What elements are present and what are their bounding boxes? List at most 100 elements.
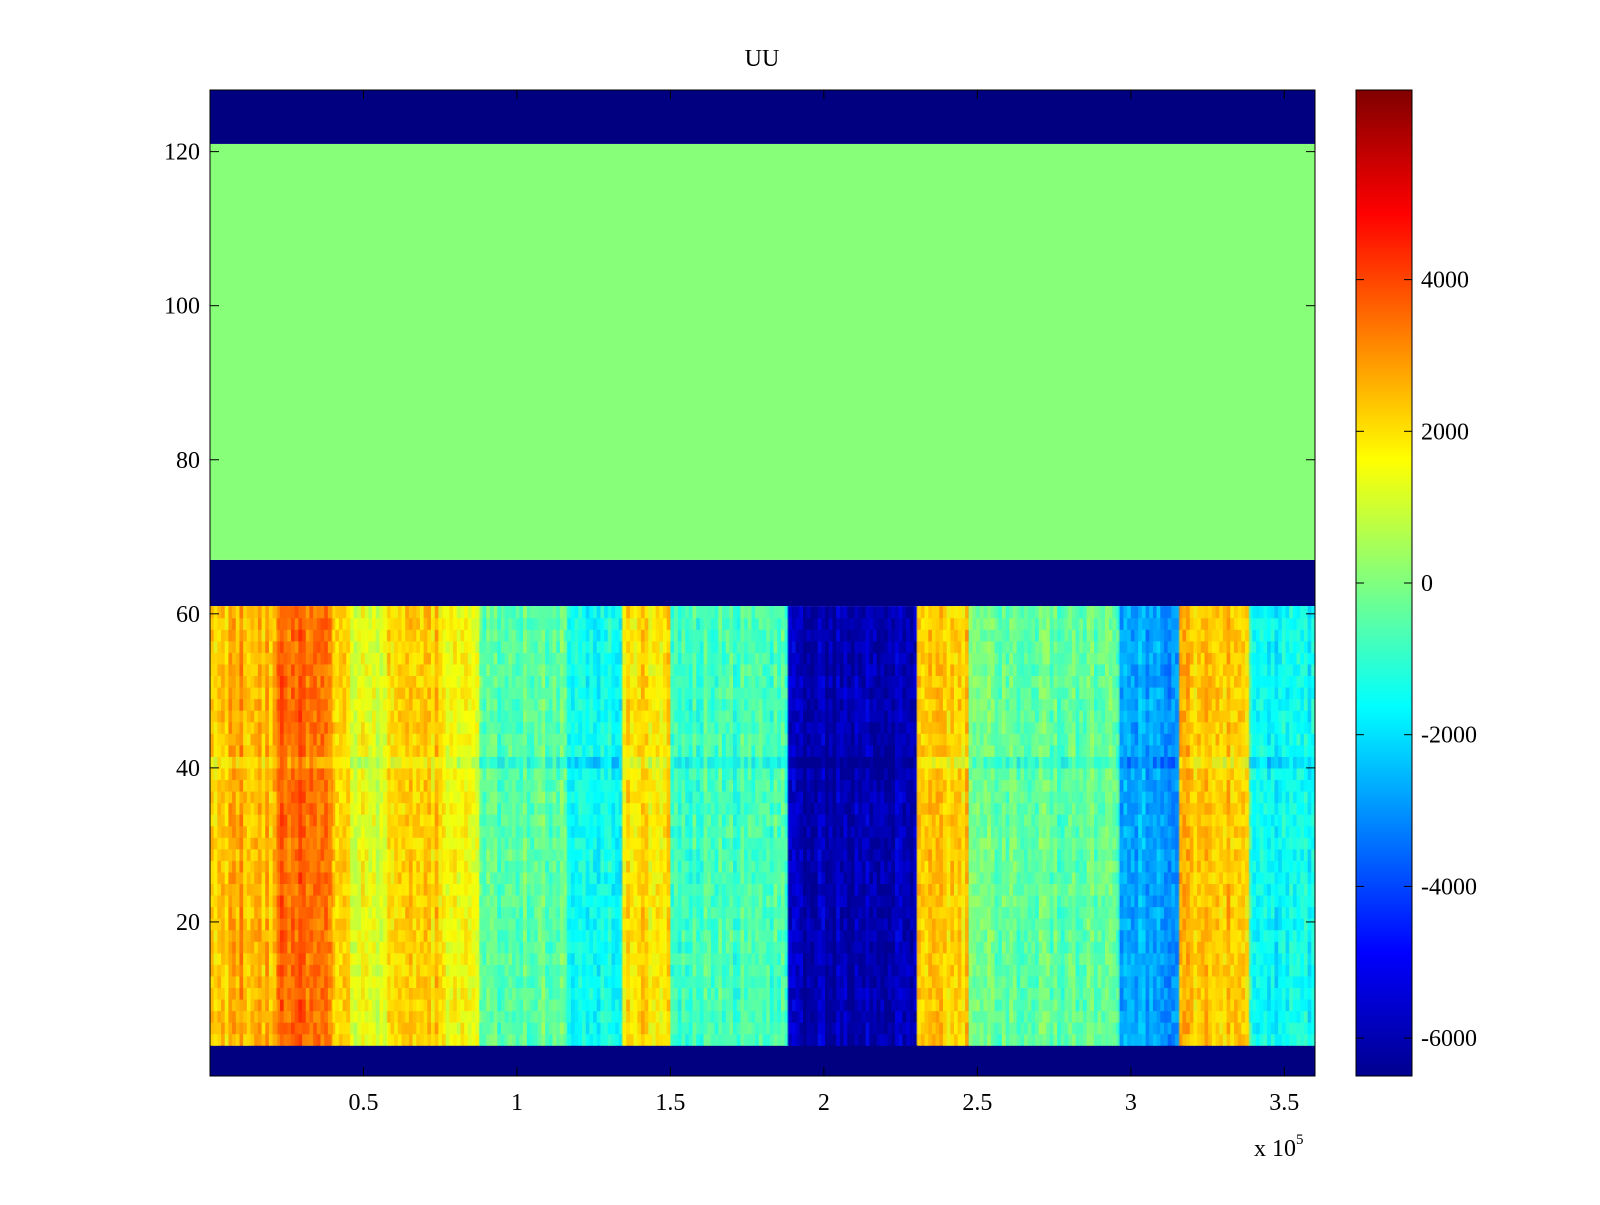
- heatmap-cell: [401, 883, 406, 896]
- heatmap-cell: [331, 825, 336, 838]
- heatmap-cell: [279, 790, 285, 804]
- heatmap-cell: [228, 744, 233, 757]
- heatmap-cell: [287, 652, 292, 665]
- heatmap-cell: [361, 883, 366, 896]
- heatmap-cell: [210, 975, 215, 989]
- heatmap-cell: [442, 1033, 447, 1046]
- heatmap-cell: [217, 848, 222, 861]
- heatmap-cell: [279, 860, 285, 873]
- heatmap-cell: [375, 767, 381, 781]
- heatmap-cell: [346, 998, 351, 1012]
- heatmap-cell: [294, 652, 299, 665]
- heatmap-cell: [372, 802, 377, 815]
- heatmap-cell: [283, 848, 288, 861]
- heatmap-cell: [287, 848, 292, 861]
- heatmap-cell: [364, 652, 369, 665]
- heatmap-cell: [309, 744, 314, 757]
- heatmap-cell: [294, 698, 299, 711]
- heatmap-cell: [210, 848, 215, 861]
- heatmap-cell: [327, 860, 333, 873]
- heatmap-cell: [375, 860, 381, 873]
- heatmap-cell: [250, 790, 255, 804]
- heatmap-cell: [401, 698, 406, 711]
- heatmap-cell: [379, 640, 384, 653]
- heatmap-cell: [394, 871, 399, 885]
- heatmap-cell: [442, 825, 447, 838]
- heatmap-cell: [213, 802, 218, 815]
- heatmap-cell: [232, 825, 237, 838]
- heatmap-cell: [276, 1022, 281, 1035]
- heatmap-cell: [232, 721, 237, 734]
- heatmap-cell: [364, 837, 369, 850]
- heatmap-cell: [342, 952, 347, 965]
- heatmap-cell: [357, 640, 362, 653]
- heatmap-cell: [250, 1010, 255, 1023]
- heatmap-cell: [431, 629, 436, 642]
- heatmap-cell: [416, 756, 421, 769]
- heatmap-cell: [254, 825, 259, 838]
- heatmap-cell: [335, 848, 340, 861]
- heatmap-cell: [246, 929, 252, 942]
- heatmap-cell: [405, 871, 410, 885]
- heatmap-cell: [423, 964, 428, 977]
- heatmap-cell: [405, 918, 410, 931]
- heatmap-cell: [431, 964, 436, 977]
- heatmap-cell: [324, 698, 329, 711]
- heatmap-cell: [246, 848, 252, 861]
- heatmap-cell: [372, 918, 377, 931]
- heatmap-cell: [401, 652, 406, 665]
- heatmap-cell: [320, 814, 325, 827]
- heatmap-cell: [243, 987, 248, 1000]
- heatmap-cell: [279, 964, 285, 977]
- heatmap-cell: [316, 998, 322, 1012]
- heatmap-cell: [390, 767, 395, 781]
- heatmap-cell: [383, 802, 388, 815]
- heatmap-cell: [327, 629, 333, 642]
- heatmap-cell: [368, 952, 373, 965]
- heatmap-cell: [434, 767, 439, 781]
- heatmap-cell: [265, 617, 270, 630]
- heatmap-cell: [379, 617, 384, 630]
- heatmap-cell: [250, 756, 255, 769]
- heatmap-cell: [309, 686, 314, 700]
- heatmap-cell: [324, 767, 329, 781]
- heatmap-cell: [210, 941, 215, 954]
- heatmap-cell: [309, 987, 314, 1000]
- heatmap-cell: [408, 652, 414, 665]
- heatmap-cell: [431, 941, 436, 954]
- heatmap-cell: [342, 686, 347, 700]
- heatmap-cell: [294, 860, 299, 873]
- heatmap-cell: [279, 975, 285, 989]
- heatmap-cell: [353, 744, 358, 757]
- heatmap-cell: [397, 975, 403, 989]
- heatmap-cell: [394, 906, 399, 919]
- heatmap-cell: [276, 952, 281, 965]
- heatmap-cell: [379, 698, 384, 711]
- heatmap-cell: [272, 756, 277, 769]
- heatmap-cell: [320, 767, 325, 781]
- heatmap-cell: [283, 721, 288, 734]
- heatmap-cell: [239, 860, 244, 873]
- heatmap-cell: [272, 929, 277, 942]
- heatmap-cell: [427, 629, 432, 642]
- heatmap-cell: [261, 779, 266, 792]
- heatmap-cell: [287, 918, 292, 931]
- heatmap-cell: [346, 663, 351, 677]
- heatmap-cell: [383, 987, 388, 1000]
- heatmap-cell: [434, 894, 439, 908]
- heatmap-cell: [416, 906, 421, 919]
- heatmap-cell: [372, 710, 377, 723]
- heatmap-cell: [243, 941, 248, 954]
- heatmap-cell: [342, 629, 347, 642]
- heatmap-cell: [243, 629, 248, 642]
- heatmap-cell: [243, 894, 248, 908]
- heatmap-cell: [412, 1033, 417, 1046]
- heatmap-cell: [268, 871, 274, 885]
- heatmap-cell: [316, 733, 322, 746]
- heatmap-cell: [210, 906, 215, 919]
- heatmap-cell: [309, 790, 314, 804]
- heatmap-cell: [383, 860, 388, 873]
- heatmap-cell: [261, 998, 266, 1012]
- heatmap-cell: [272, 918, 277, 931]
- heatmap-cell: [434, 837, 439, 850]
